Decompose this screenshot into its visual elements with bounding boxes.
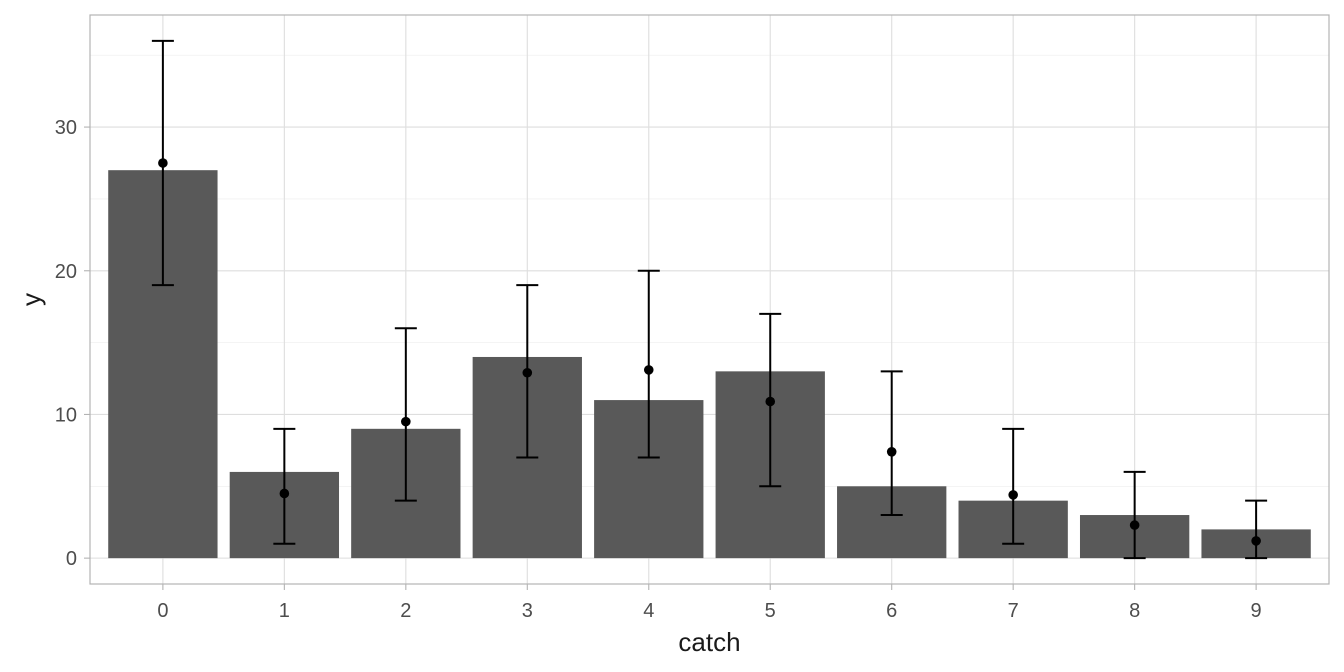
point-2 <box>401 416 411 427</box>
x-tick-label: 9 <box>1251 600 1262 622</box>
points <box>158 158 1261 546</box>
error-bar-2 <box>394 327 417 502</box>
point-0 <box>158 158 168 168</box>
panel-border <box>89 14 1330 585</box>
point-5 <box>765 396 776 407</box>
error-bar-1 <box>273 427 296 545</box>
x-tick-label: 3 <box>522 600 533 622</box>
x-tick-label: 8 <box>1129 600 1140 622</box>
error-bar-9 <box>1245 499 1268 560</box>
bars <box>108 170 1311 559</box>
x-tick-label: 0 <box>157 600 168 622</box>
error-bar-4 <box>637 269 660 459</box>
y-tick-label: 20 <box>55 261 77 283</box>
y-tick-label: 0 <box>66 548 77 570</box>
point-8 <box>1129 520 1140 530</box>
y-axis-title: y <box>16 293 46 306</box>
point-7 <box>1008 490 1018 500</box>
point-3 <box>522 367 533 378</box>
point-6 <box>886 447 897 457</box>
point-4 <box>643 365 654 375</box>
x-tick-label: 5 <box>765 600 776 622</box>
x-axis-title: catch <box>678 627 740 657</box>
point-9 <box>1251 536 1261 546</box>
error-bar-7 <box>1002 427 1025 545</box>
x-tick-label: 4 <box>643 600 654 622</box>
x-axis-ticks: 0 1 2 3 4 5 6 7 8 9 <box>157 584 1262 622</box>
x-tick-label: 6 <box>886 600 897 622</box>
y-axis-ticks: 0 10 20 30 <box>55 117 90 570</box>
x-tick-label: 1 <box>279 600 290 622</box>
x-tick-label: 2 <box>400 600 411 622</box>
x-tick-label: 7 <box>1008 600 1019 622</box>
point-1 <box>279 488 290 499</box>
error-bar-6 <box>880 370 903 517</box>
y-tick-label: 10 <box>55 404 77 426</box>
error-bar-8 <box>1123 470 1146 560</box>
y-tick-label: 30 <box>55 117 77 139</box>
